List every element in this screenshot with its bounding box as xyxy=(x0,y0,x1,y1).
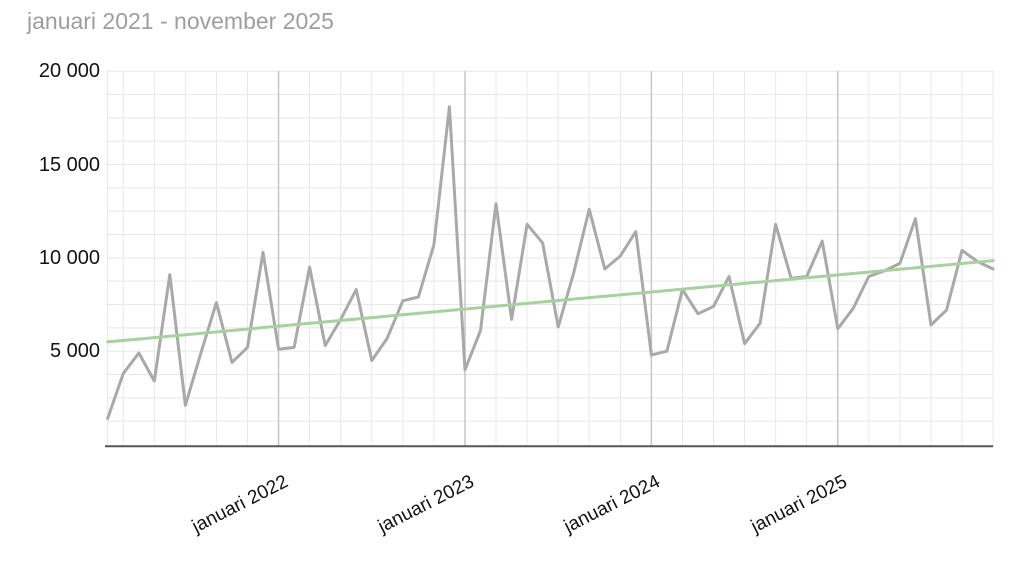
trendline xyxy=(106,259,995,344)
data-series-line xyxy=(106,105,995,420)
chart-title: januari 2021 - november 2025 xyxy=(27,8,334,34)
y-axis-tick-label: 10 000 xyxy=(38,246,100,269)
y-axis-tick-label: 5 000 xyxy=(49,340,100,363)
y-axis-tick-label: 20 000 xyxy=(38,60,100,83)
y-axis-tick-label: 15 000 xyxy=(38,153,100,176)
